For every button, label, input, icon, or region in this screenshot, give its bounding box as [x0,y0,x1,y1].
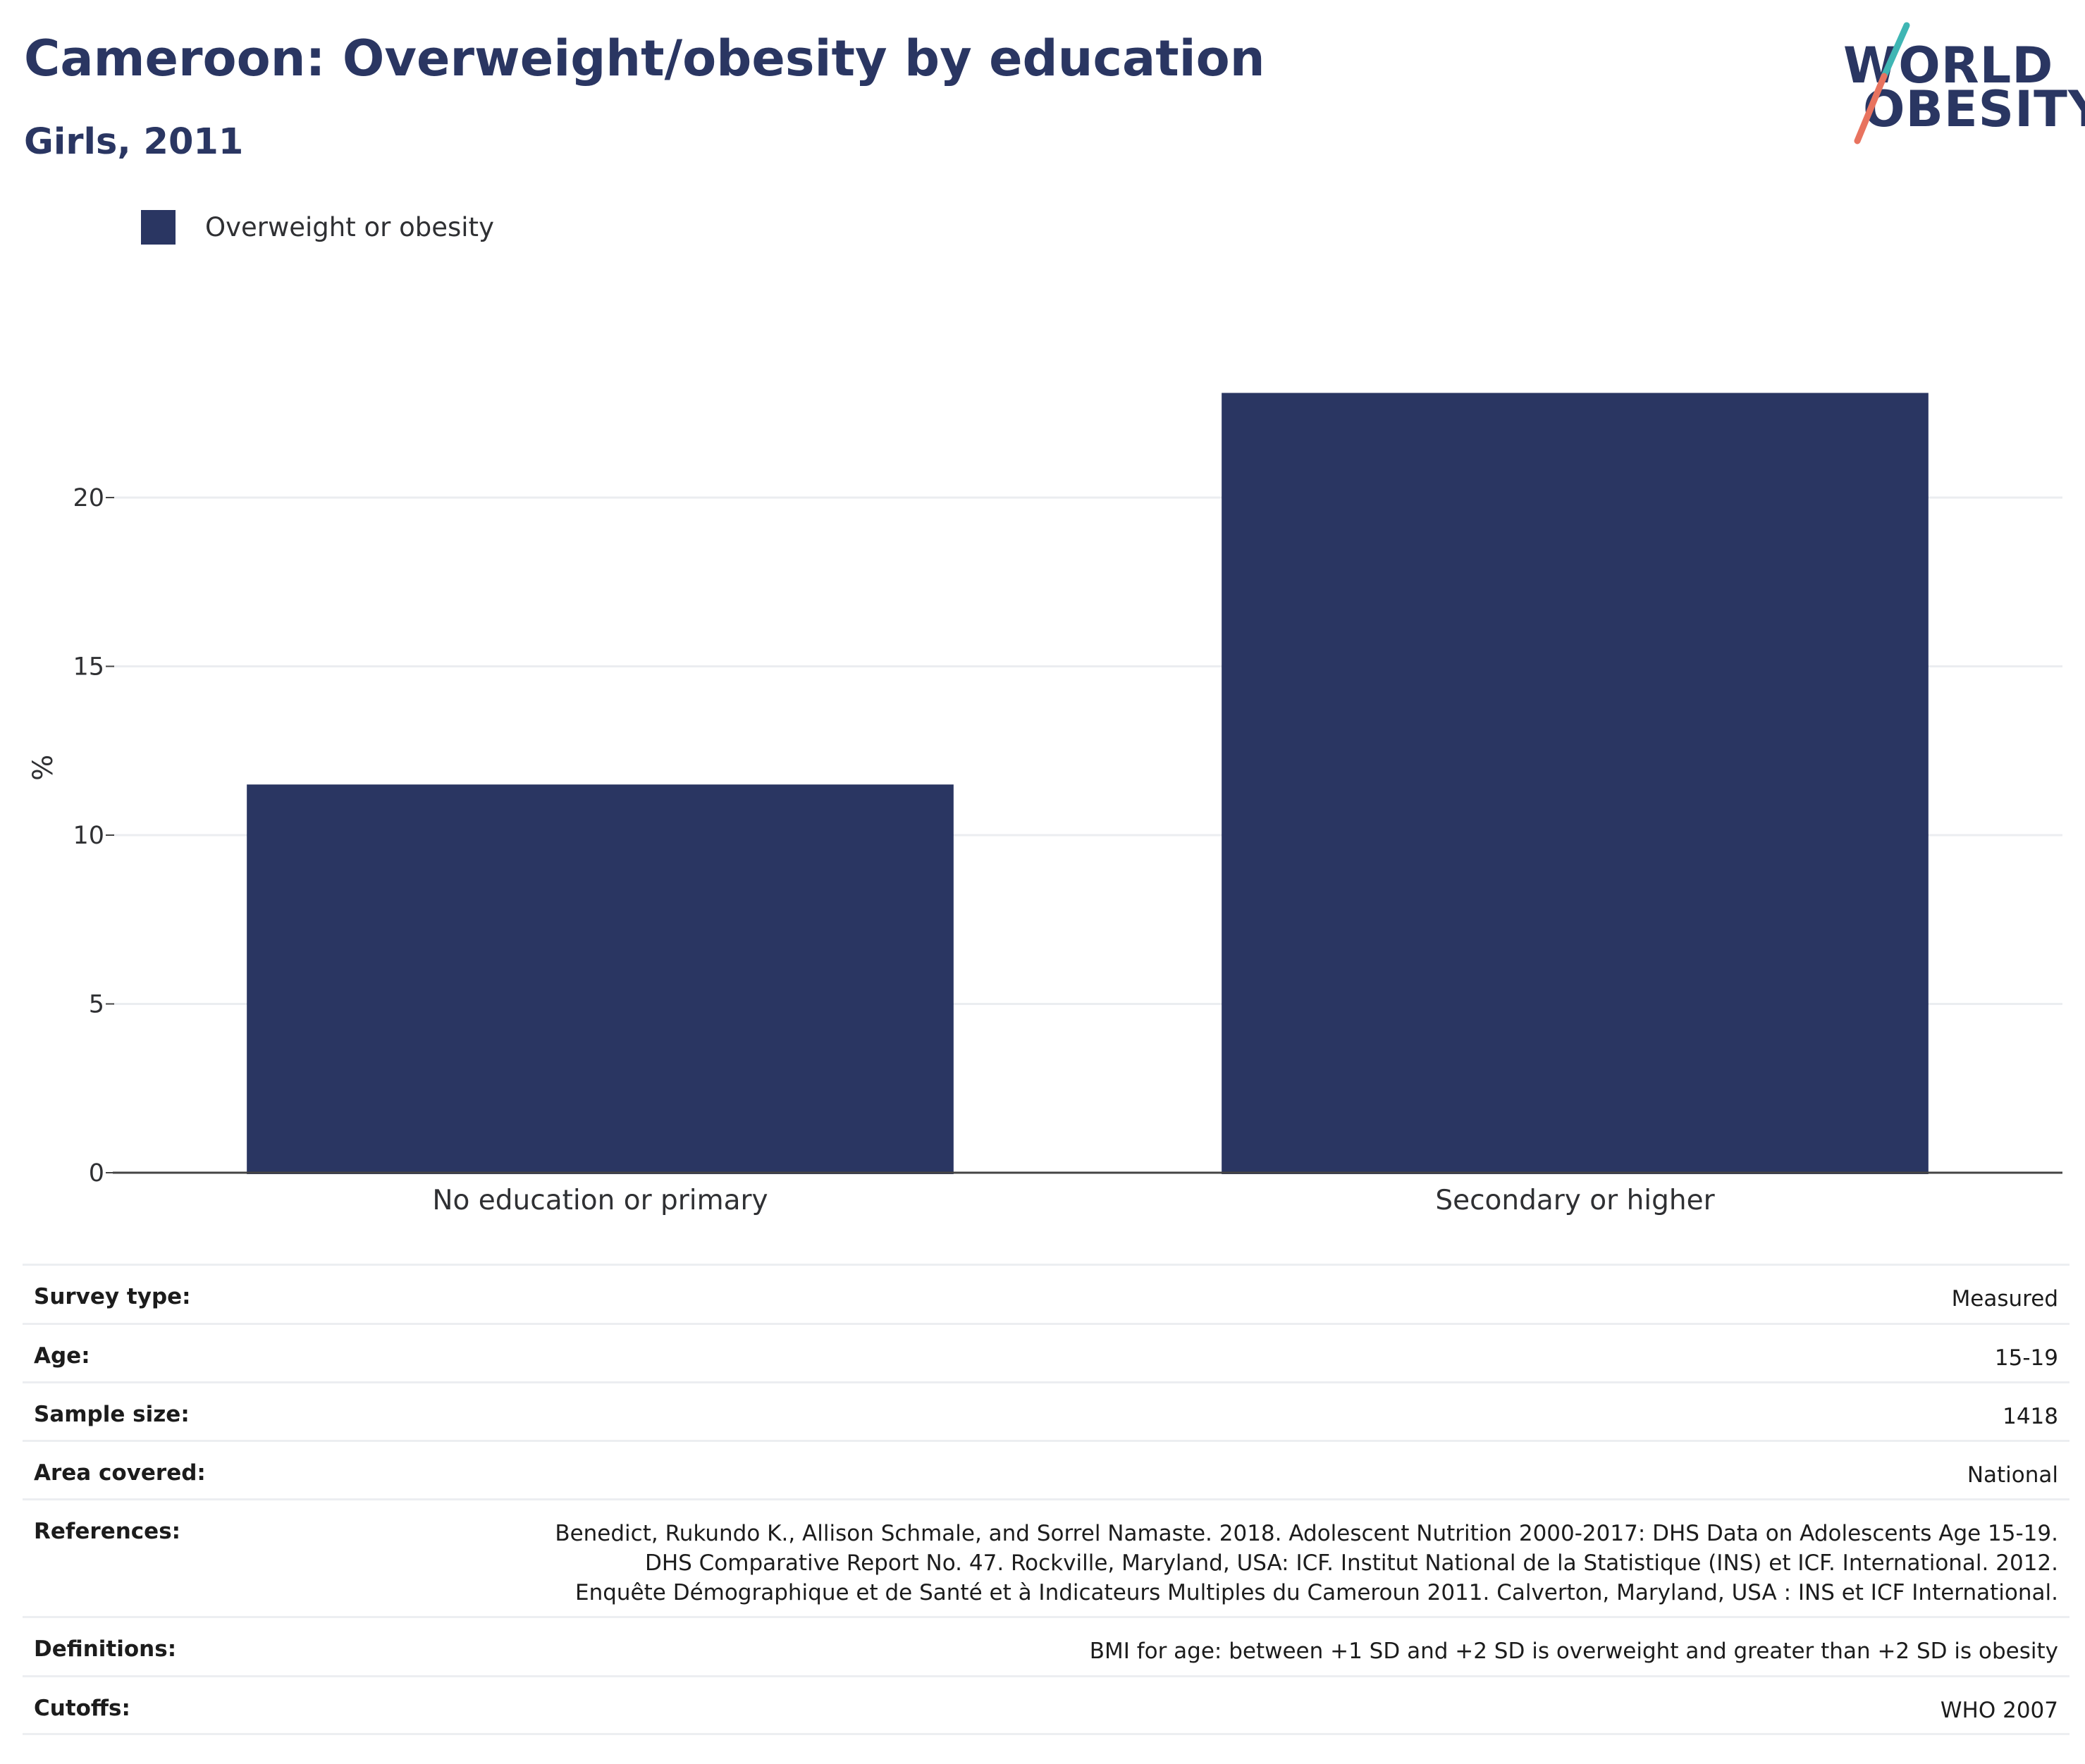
info-label: Cutoffs: [34,1696,130,1721]
logo-line-2: OBESITY [1863,80,2085,138]
info-label: References: [34,1519,181,1544]
x-tick-label: No education or primary [432,1185,768,1216]
info-label: Area covered: [34,1460,206,1486]
info-label: Age: [34,1343,90,1369]
bar [1222,393,1929,1174]
page-title: Cameroon: Overweight/obesity by educatio… [24,30,1265,87]
info-row: Area covered: National [23,1440,2069,1498]
info-label: Definitions: [34,1636,177,1662]
chart-legend: Overweight or obesity [141,210,494,245]
info-value: 15-19 [1994,1345,2058,1371]
info-label: Sample size: [34,1402,190,1427]
legend-swatch [141,210,176,245]
logo-line-1: WORLD [1843,37,2054,94]
y-tick-label: 10 [73,822,104,850]
bar-chart: 0 5 10 15 20 No education or primary Secondary… [27,393,2062,1216]
info-value: National [1967,1462,2058,1488]
info-value: Measured [1951,1286,2058,1312]
info-row: Definitions: BMI for age: between +1 SD a… [23,1616,2069,1675]
bar [247,784,954,1174]
info-row: Cutoffs: WHO 2007 [23,1675,2069,1735]
y-tick-label: 15 [73,653,104,681]
info-value: Benedict, Rukundo K., Allison Schmale, a… [555,1521,2058,1605]
info-value: BMI for age: between +1 SD and +2 SD is … [1089,1639,2058,1664]
y-axis-label: % [27,755,59,781]
info-label: Survey type: [34,1284,191,1309]
world-obesity-logo: WORLD OBESITY [1843,21,2085,148]
info-row: Sample size: 1418 [23,1381,2069,1440]
info-row: References: Benedict, Rukundo K., Allison… [23,1498,2069,1616]
x-tick-label: Secondary or higher [1435,1185,1715,1216]
info-value: WHO 2007 [1940,1698,2058,1723]
y-tick-label: 20 [73,484,104,512]
y-tick-label: 0 [89,1159,104,1188]
info-row: Survey type: Measured [23,1264,2069,1323]
logo-slash-icon [1854,22,1910,144]
survey-info-table: Survey type: Measured Age: 15-19 Sample size… [23,1264,2069,1735]
info-row: Age: 15-19 [23,1323,2069,1381]
y-tick-label: 5 [89,991,104,1019]
page-subtitle: Girls, 2011 [24,121,244,163]
info-value: 1418 [2003,1404,2058,1429]
legend-label: Overweight or obesity [205,212,494,242]
